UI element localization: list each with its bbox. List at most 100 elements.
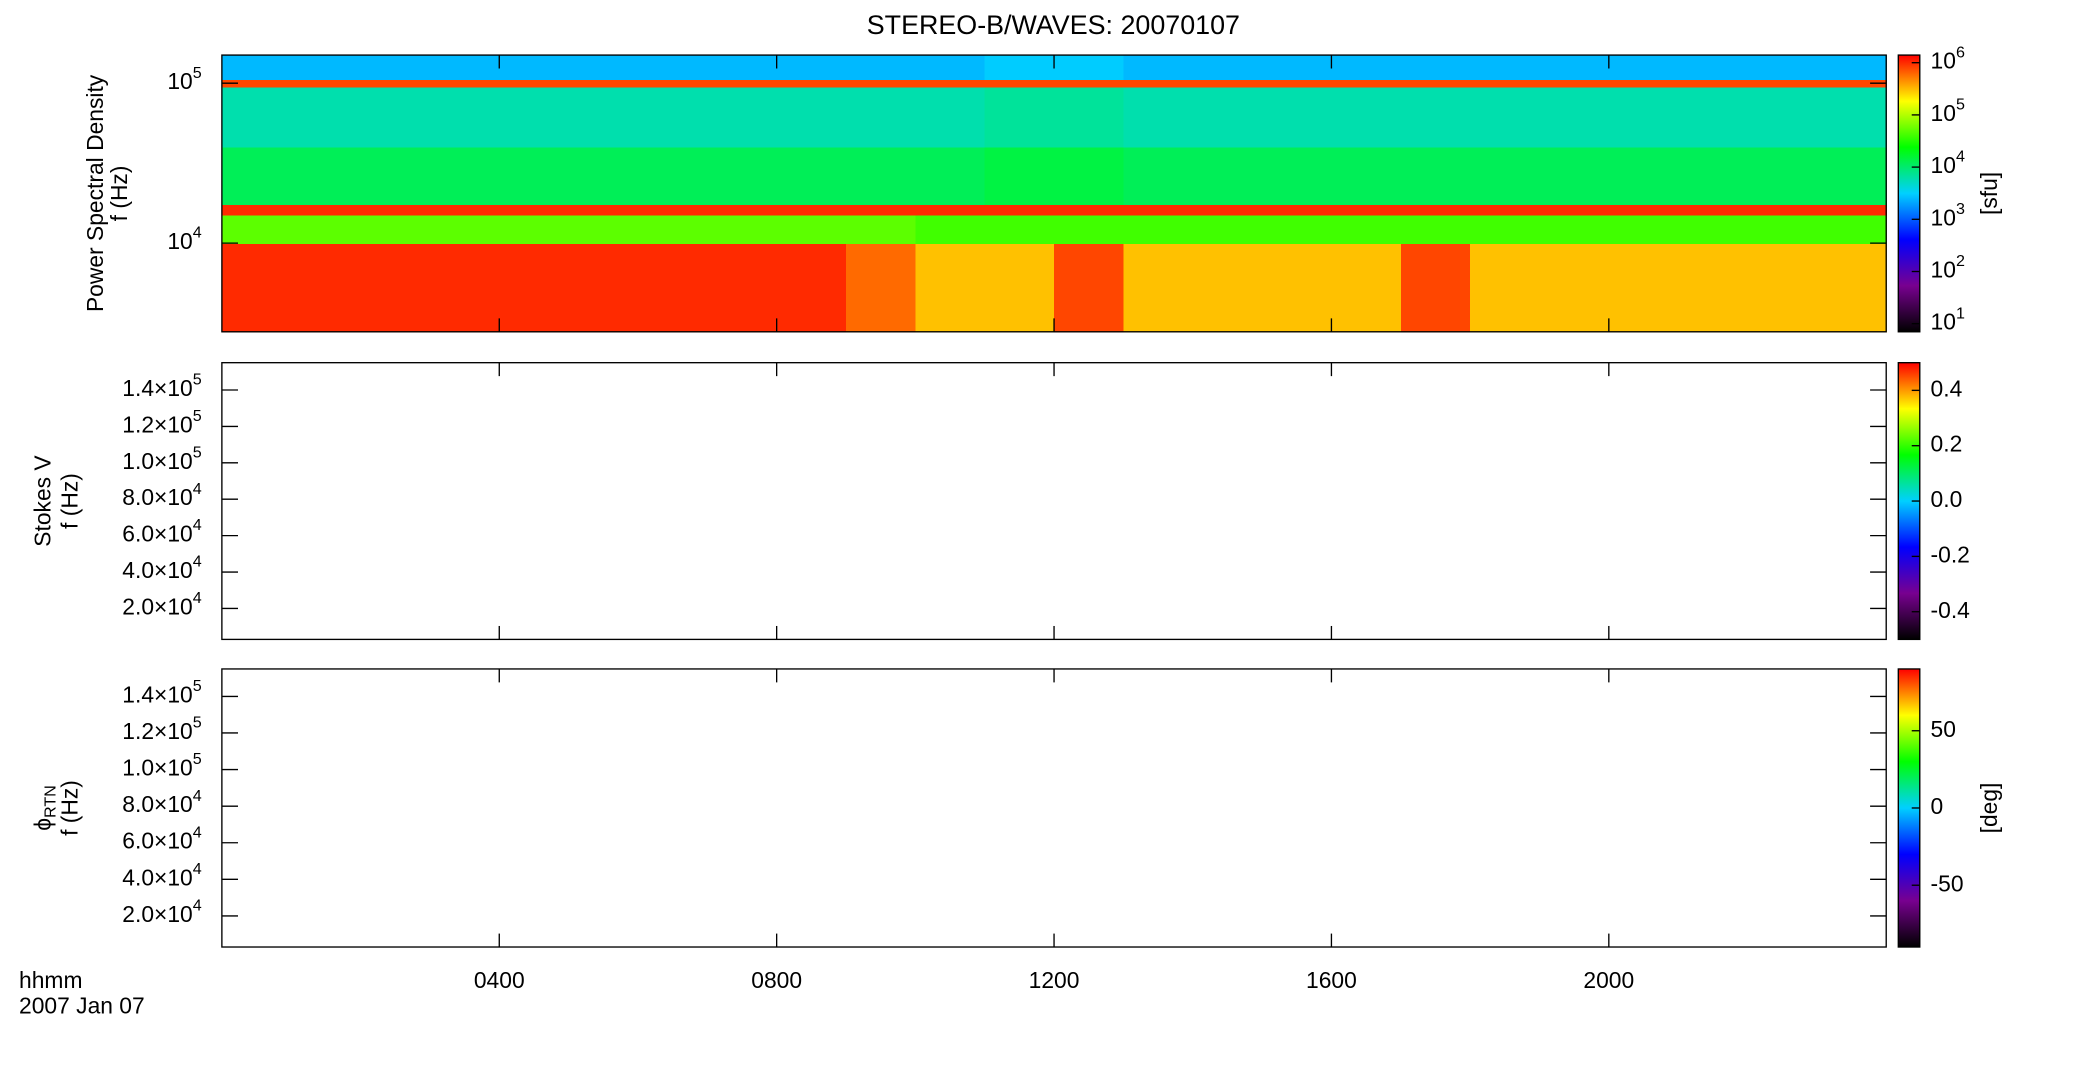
heatmap-cell xyxy=(1400,55,1471,80)
heatmap-cell xyxy=(984,79,1055,88)
heatmap-cell xyxy=(915,79,986,88)
colorbar-tick-label-exponent: 5 xyxy=(1956,96,1965,114)
colorbar-tick-label: 0.0 xyxy=(1931,486,1963,512)
heatmap-cell xyxy=(360,79,431,88)
heatmap-cell xyxy=(1054,214,1125,244)
heatmap-cell xyxy=(707,243,778,333)
colorbar-tick-label: 50 xyxy=(1931,716,1956,742)
heatmap-cell xyxy=(1539,79,1610,88)
heatmap-cell xyxy=(568,204,639,216)
heatmap-cell xyxy=(1400,204,1471,216)
colorbar-tick-label-base: 10 xyxy=(1931,257,1956,283)
heatmap-cell xyxy=(429,86,500,148)
colorbar-tick-label: 103 xyxy=(1931,200,1965,230)
heatmap-cell xyxy=(1608,243,1679,333)
heatmap-cell xyxy=(1539,204,1610,216)
heatmap-cell xyxy=(1816,214,1887,244)
heatmap-cell xyxy=(1123,214,1194,244)
heatmap-cell xyxy=(776,79,847,88)
heatmap-cell xyxy=(1539,214,1610,244)
colorbar-tick-label-base: 10 xyxy=(1931,309,1956,335)
y-axis-label-symbol: ϕ xyxy=(30,818,56,831)
heatmap-cell xyxy=(291,79,362,88)
heatmap-cell xyxy=(1262,243,1333,333)
heatmap-cell xyxy=(429,55,500,80)
x-tick-label: 2000 xyxy=(1583,967,1634,993)
colorbar-tick-label-exponent: 4 xyxy=(1956,148,1965,166)
colorbar-tick-label: 102 xyxy=(1931,252,1965,282)
y-tick-label: 4.0×104 xyxy=(122,860,201,890)
heatmap-cell xyxy=(429,204,500,216)
heatmap-cell xyxy=(1539,243,1610,333)
colorbar-tick-label: 0 xyxy=(1931,793,1944,819)
heatmap-cell xyxy=(984,146,1055,205)
heatmap-cell xyxy=(1816,55,1887,80)
y-tick-label-base: 8.0×10 xyxy=(122,484,192,510)
y-axis-label: f (Hz) xyxy=(106,166,132,222)
heatmap-cell xyxy=(707,55,778,80)
heatmap-cell xyxy=(637,204,708,216)
heatmap-cell xyxy=(846,79,917,88)
heatmap-cell xyxy=(1262,86,1333,148)
y-tick-label: 1.0×105 xyxy=(122,444,201,474)
colorbar-tick-label: -0.4 xyxy=(1931,597,1971,623)
x-tick-label: 0400 xyxy=(474,967,525,993)
heatmap-cell xyxy=(707,214,778,244)
heatmap-cell xyxy=(360,214,431,244)
heatmap-cell xyxy=(846,146,917,205)
heatmap-cell xyxy=(776,204,847,216)
heatmap-cell xyxy=(1678,243,1749,333)
heatmap-cell xyxy=(1331,243,1402,333)
heatmap-cell xyxy=(776,243,847,333)
x-axis-label: hhmm xyxy=(19,967,82,993)
panel: 2.0×1044.0×1046.0×1048.0×1041.0×1051.2×1… xyxy=(30,668,2002,948)
y-axis-label: f (Hz) xyxy=(56,473,82,529)
heatmap-cell xyxy=(707,204,778,216)
y-tick-label: 1.2×105 xyxy=(122,407,201,437)
heatmap-cell xyxy=(1400,146,1471,205)
heatmap-cell xyxy=(1192,79,1263,88)
heatmap-cell xyxy=(1262,214,1333,244)
heatmap-cell xyxy=(1678,86,1749,148)
heatmap-cell xyxy=(1539,146,1610,205)
colorbar-tick-label: 106 xyxy=(1931,44,1965,74)
y-tick-label-base: 6.0×10 xyxy=(122,521,192,547)
y-tick-label-base: 8.0×10 xyxy=(122,791,192,817)
heatmap-cell xyxy=(846,204,917,216)
colorbar xyxy=(1897,54,1921,333)
heatmap-cell xyxy=(499,204,570,216)
heatmap-cell xyxy=(1816,86,1887,148)
y-tick-label: 2.0×104 xyxy=(122,589,201,619)
colorbar-label: [sfu] xyxy=(1976,172,2002,215)
heatmap-cell xyxy=(1747,79,1818,88)
x-tick-label: 0800 xyxy=(751,967,802,993)
heatmap-cell xyxy=(1123,243,1194,333)
colorbar-label: [deg] xyxy=(1976,783,2002,834)
heatmap-cell xyxy=(1608,86,1679,148)
heatmap-cell xyxy=(1123,55,1194,80)
heatmap-cell xyxy=(1054,55,1125,80)
heatmap-cell xyxy=(846,243,917,333)
y-tick-label-base: 1.0×10 xyxy=(122,448,192,474)
heatmap-cell xyxy=(1678,55,1749,80)
heatmap-cell xyxy=(637,243,708,333)
colorbar-tick-label-exponent: 3 xyxy=(1956,200,1965,218)
heatmap-cell xyxy=(1054,79,1125,88)
colorbar-tick-label: 0.2 xyxy=(1931,431,1963,457)
y-tick-label-exponent: 5 xyxy=(193,677,202,695)
y-tick-label-base: 2.0×10 xyxy=(122,901,192,927)
y-tick-label-exponent: 4 xyxy=(193,897,202,915)
heatmap-cell xyxy=(1747,146,1818,205)
heatmap-cell xyxy=(1262,55,1333,80)
y-tick-label-exponent: 4 xyxy=(193,516,202,534)
y-tick-label-base: 1.4×10 xyxy=(122,375,192,401)
y-axis-label: Power Spectral Density xyxy=(82,74,108,312)
heatmap-cell xyxy=(984,214,1055,244)
heatmap-cell xyxy=(1747,204,1818,216)
heatmap-cell xyxy=(915,146,986,205)
heatmap-cell xyxy=(1400,79,1471,88)
heatmap-cell xyxy=(846,86,917,148)
y-tick-label-exponent: 5 xyxy=(193,371,202,389)
heatmap-cell xyxy=(1123,79,1194,88)
colorbar-tick-label: -50 xyxy=(1931,870,1964,896)
